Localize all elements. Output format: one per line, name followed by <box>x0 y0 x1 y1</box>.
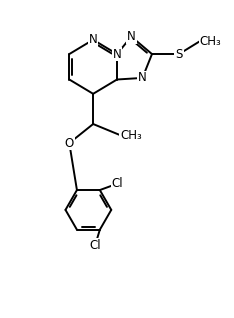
Text: CH₃: CH₃ <box>200 35 221 48</box>
Text: N: N <box>89 33 98 46</box>
Text: N: N <box>113 48 121 60</box>
Text: O: O <box>65 137 74 149</box>
Text: N: N <box>138 72 147 84</box>
Text: N: N <box>127 30 136 43</box>
Text: CH₃: CH₃ <box>120 129 142 142</box>
Text: S: S <box>175 48 183 60</box>
Text: Cl: Cl <box>112 177 123 190</box>
Text: Cl: Cl <box>89 239 101 252</box>
